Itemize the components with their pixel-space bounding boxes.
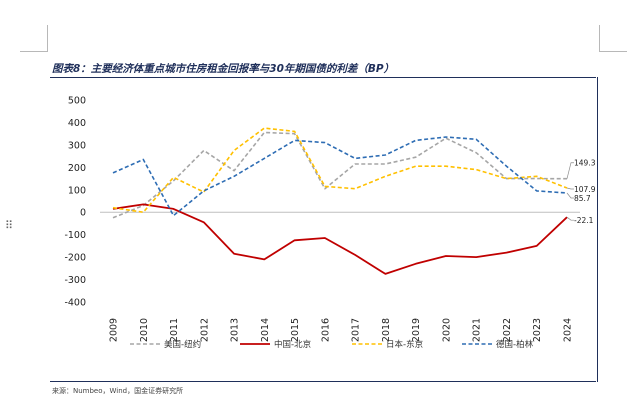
legend-label: 德国-柏林: [496, 339, 534, 350]
y-tick-label: 100: [68, 185, 86, 196]
legend-label: 日本-东京: [386, 339, 423, 350]
x-tick-label: 2013: [230, 318, 241, 342]
legend-label: 中国-北京: [274, 339, 311, 350]
series-line: [112, 136, 568, 217]
crop-mark-top-left-v: [47, 25, 48, 52]
legend-label: 美国-纽约: [164, 339, 201, 350]
crop-mark-top-right-v: [599, 25, 600, 52]
series-line: [112, 131, 568, 219]
y-tick-label: 400: [68, 118, 86, 129]
x-tick-label: 2018: [381, 318, 392, 342]
chart-title: 图表8：主要经济体重点城市住房租金回报率与30年期国债的利差（BP）: [52, 63, 395, 75]
drag-handle-icon[interactable]: ⠿: [5, 219, 14, 232]
x-tick-label: 2015: [290, 318, 301, 342]
x-tick-label: 2016: [320, 318, 331, 342]
x-tick-label: 2022: [502, 318, 513, 342]
series-line: [112, 203, 568, 275]
x-tick-label: 2020: [441, 318, 452, 342]
x-tick-label: 2024: [563, 318, 574, 342]
y-tick-label: -300: [64, 275, 86, 286]
y-tick-label: 200: [68, 163, 86, 174]
end-label-leader: [566, 192, 574, 199]
x-tick-label: 2021: [472, 318, 483, 342]
series-line: [112, 127, 568, 213]
end-label-leader: [566, 162, 574, 179]
source-note: 来源：Numbeo，Wind，国金证券研究所: [52, 387, 184, 395]
x-tick-label: 2014: [260, 318, 271, 342]
end-label-leader: [566, 216, 574, 221]
y-tick-label: 0: [80, 208, 86, 219]
x-tick-label: 2010: [139, 318, 150, 342]
y-tick-label: -400: [64, 298, 86, 309]
y-tick-label: 500: [68, 96, 86, 107]
x-tick-label: 2011: [169, 318, 180, 342]
x-tick-label: 2023: [532, 318, 543, 342]
x-tick-label: 2012: [199, 318, 210, 342]
y-tick-label: -200: [64, 253, 86, 264]
x-tick-label: 2019: [411, 318, 422, 342]
x-tick-label: 2017: [351, 318, 362, 342]
crop-mark-top-left-h: [20, 51, 47, 52]
end-label-leader: [566, 187, 574, 190]
end-value-label: 107.9: [574, 185, 596, 194]
end-value-label: 85.7: [574, 194, 591, 203]
right-border: [597, 77, 598, 382]
crop-mark-top-right-h: [600, 51, 627, 52]
y-tick-label: -100: [64, 230, 86, 241]
y-tick-label: 300: [68, 140, 86, 151]
bottom-divider: [50, 381, 596, 382]
x-tick-label: 2009: [109, 318, 120, 342]
end-value-label: 149.3: [574, 159, 596, 168]
title-divider: [50, 77, 596, 78]
end-value-label: -22.1: [574, 216, 594, 225]
